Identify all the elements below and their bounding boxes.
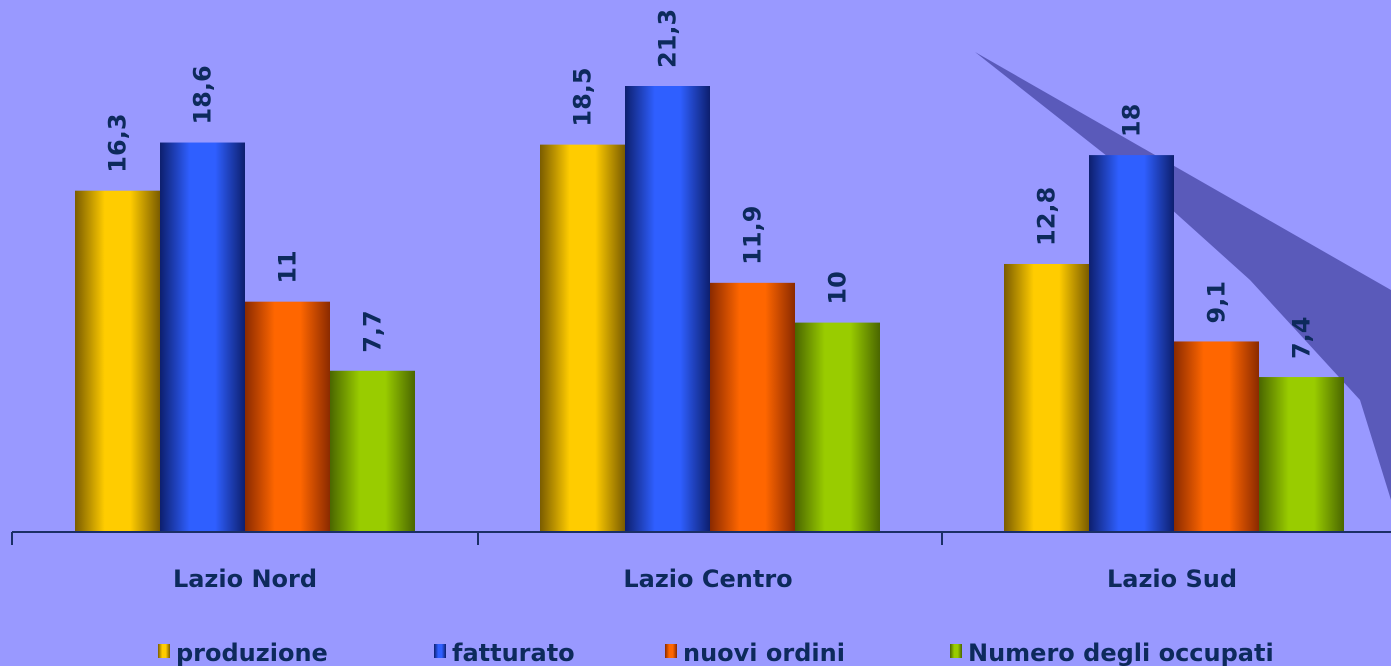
bar-group: [75, 86, 1344, 533]
legend-label: produzione: [176, 639, 328, 666]
bar-numero-degli-occupati-2: [1259, 377, 1344, 532]
bar-nuovi-ordini-2: [1174, 341, 1259, 532]
category-label: Lazio Sud: [1107, 565, 1237, 593]
bar-fatturato-0: [160, 142, 245, 532]
bar-nuovi-ordini-1: [710, 282, 795, 532]
legend-label: fatturato: [452, 639, 575, 666]
bar-nuovi-ordini-0: [245, 301, 330, 532]
value-label: 10: [824, 271, 852, 304]
bar-produzione-1: [540, 144, 625, 533]
legend-label: Numero degli occupati: [968, 639, 1274, 666]
legend-label: nuovi ordini: [683, 639, 845, 666]
legend-swatch: [950, 644, 962, 658]
decorative-swoosh: [975, 52, 1391, 500]
value-label: 21,3: [654, 9, 682, 68]
value-label: 12,8: [1033, 187, 1061, 246]
value-label: 11: [274, 250, 302, 283]
value-label: 11,9: [739, 206, 767, 265]
bar-fatturato-2: [1089, 155, 1174, 533]
bar-numero-degli-occupati-0: [330, 370, 415, 532]
legend-swatch: [434, 644, 446, 658]
bar-numero-degli-occupati-1: [795, 322, 880, 532]
bar-fatturato-1: [625, 86, 710, 532]
value-label: 16,3: [104, 113, 132, 172]
bar-produzione-2: [1004, 263, 1089, 532]
value-labels: 16,3 18,6 11 7,7 18,5 21,3 11,9 10 12,8 18 9,1 7,4: [104, 9, 1316, 359]
legend-swatch: [158, 644, 170, 658]
value-label: 18,5: [569, 67, 597, 126]
value-label: 7,7: [359, 310, 387, 353]
value-label: 9,1: [1203, 281, 1231, 324]
category-label: Lazio Nord: [173, 565, 317, 593]
value-label: 18: [1118, 104, 1146, 137]
legend-swatch: [665, 644, 677, 658]
category-labels: Lazio Nord Lazio Centro Lazio Sud: [173, 565, 1237, 593]
value-label: 7,4: [1288, 317, 1316, 360]
value-label: 18,6: [189, 65, 217, 124]
category-label: Lazio Centro: [623, 565, 792, 593]
legend: produzione fatturato nuovi ordini Numero de…: [158, 639, 1274, 666]
x-axis-ticks: [11, 532, 943, 545]
bar-produzione-0: [75, 190, 160, 533]
